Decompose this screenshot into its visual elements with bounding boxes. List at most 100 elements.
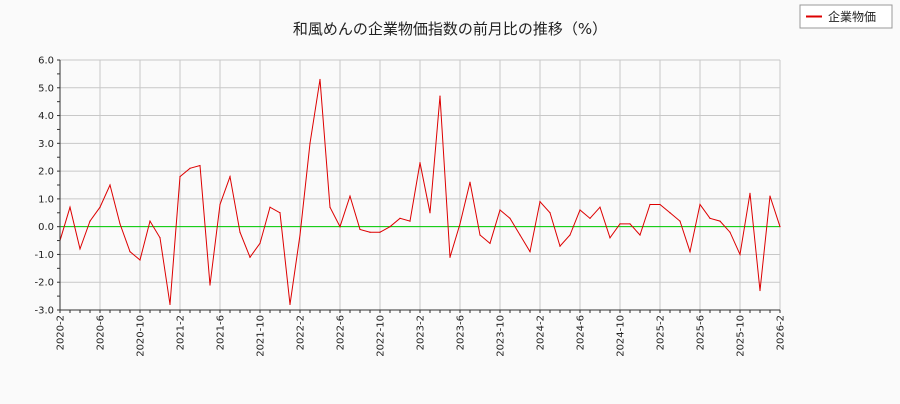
data-point bbox=[449, 256, 451, 258]
x-tick-label: 2021-2 bbox=[176, 315, 187, 350]
data-point bbox=[389, 226, 391, 228]
y-tick-label: 6.0 bbox=[38, 56, 54, 67]
data-point bbox=[119, 223, 121, 225]
data-point bbox=[179, 176, 181, 178]
data-point bbox=[629, 223, 631, 225]
y-tick-label: -1.0 bbox=[34, 250, 54, 261]
x-tick-label: 2021-10 bbox=[256, 315, 267, 357]
legend-label: 企業物価 bbox=[828, 9, 876, 24]
data-point bbox=[589, 217, 591, 219]
data-point bbox=[429, 212, 431, 214]
data-point bbox=[129, 251, 131, 253]
data-point bbox=[469, 181, 471, 183]
data-point bbox=[649, 203, 651, 206]
x-tick-label: 2024-10 bbox=[616, 315, 627, 357]
data-point bbox=[289, 303, 291, 306]
data-point bbox=[739, 253, 741, 256]
x-tick-label: 2020-10 bbox=[136, 315, 147, 357]
data-point bbox=[669, 212, 671, 214]
data-point bbox=[69, 206, 71, 208]
chart-title: 和風めんの企業物価指数の前月比の推移（%） bbox=[293, 20, 607, 38]
data-point bbox=[659, 203, 661, 206]
data-point bbox=[779, 226, 781, 228]
data-point bbox=[89, 220, 91, 222]
data-point bbox=[579, 209, 581, 211]
x-tick-label: 2022-6 bbox=[336, 315, 347, 350]
data-point bbox=[729, 231, 731, 233]
data-point bbox=[709, 217, 711, 219]
data-point bbox=[189, 167, 191, 169]
x-tick-label: 2022-10 bbox=[376, 315, 387, 357]
data-point bbox=[399, 217, 401, 219]
data-point bbox=[359, 228, 361, 231]
data-point bbox=[339, 226, 341, 228]
data-point bbox=[109, 184, 111, 186]
data-point bbox=[349, 195, 351, 197]
data-point bbox=[159, 237, 161, 239]
data-point bbox=[259, 242, 261, 244]
data-point bbox=[99, 206, 101, 208]
data-point bbox=[499, 209, 501, 211]
data-point bbox=[139, 259, 141, 261]
data-point bbox=[679, 220, 681, 222]
data-point bbox=[369, 231, 371, 233]
data-point bbox=[79, 248, 81, 250]
data-point bbox=[329, 206, 331, 208]
x-tick-label: 2024-6 bbox=[576, 315, 587, 350]
y-tick-label: -3.0 bbox=[34, 306, 54, 317]
data-point bbox=[559, 245, 561, 247]
x-tick-label: 2022-2 bbox=[296, 315, 307, 350]
data-point bbox=[279, 212, 281, 214]
axes: -3.0 -2.0 -1.0 0.0 1.0 2.0 3.0 4.0 5.0 6.0 2020-2 2… bbox=[34, 56, 786, 357]
x-tick-label: 2020-2 bbox=[56, 315, 67, 350]
x-tick-label: 2024-2 bbox=[536, 315, 547, 350]
x-tick-label: 2020-6 bbox=[96, 315, 107, 350]
data-point bbox=[249, 256, 251, 258]
data-point bbox=[619, 223, 621, 225]
data-point bbox=[759, 289, 761, 292]
data-point bbox=[299, 234, 301, 236]
data-point bbox=[439, 95, 441, 97]
data-point bbox=[609, 237, 611, 239]
x-tick-label: 2025-10 bbox=[736, 315, 747, 357]
data-point bbox=[309, 142, 311, 144]
x-tick-label: 2023-2 bbox=[416, 315, 427, 350]
data-point bbox=[549, 212, 551, 214]
data-point bbox=[409, 220, 411, 222]
grid bbox=[59, 59, 781, 311]
y-tick-label: 1.0 bbox=[38, 194, 54, 205]
data-point bbox=[639, 234, 641, 236]
x-tick-label: 2021-6 bbox=[216, 315, 227, 350]
data-point bbox=[519, 234, 521, 236]
x-tick-label: 2025-2 bbox=[656, 315, 667, 350]
data-point bbox=[489, 242, 491, 244]
data-point bbox=[319, 78, 321, 81]
y-tick-label: 4.0 bbox=[38, 111, 54, 122]
x-tick-label: 2025-6 bbox=[696, 315, 707, 350]
data-point bbox=[209, 284, 211, 286]
data-point bbox=[149, 220, 151, 222]
data-point bbox=[599, 206, 601, 208]
legend-box bbox=[799, 4, 893, 29]
y-tick-label: 3.0 bbox=[38, 139, 54, 150]
x-tick-label: 2023-10 bbox=[496, 315, 507, 357]
data-point bbox=[719, 220, 721, 222]
data-point bbox=[769, 195, 771, 197]
data-point bbox=[479, 234, 481, 236]
data-point bbox=[749, 192, 751, 194]
data-point bbox=[699, 203, 701, 206]
data-point bbox=[239, 231, 241, 233]
data-point bbox=[419, 162, 421, 164]
data-point bbox=[509, 217, 511, 219]
data-point bbox=[539, 201, 541, 203]
y-tick-label: 0.0 bbox=[38, 222, 54, 233]
legend: 企業物価 bbox=[799, 4, 893, 29]
data-point bbox=[459, 223, 461, 225]
data-point bbox=[529, 251, 531, 253]
data-point bbox=[689, 251, 691, 253]
data-point bbox=[199, 164, 201, 167]
data-point bbox=[569, 234, 571, 236]
y-tick-label: 2.0 bbox=[38, 167, 54, 178]
data-point bbox=[229, 176, 231, 178]
